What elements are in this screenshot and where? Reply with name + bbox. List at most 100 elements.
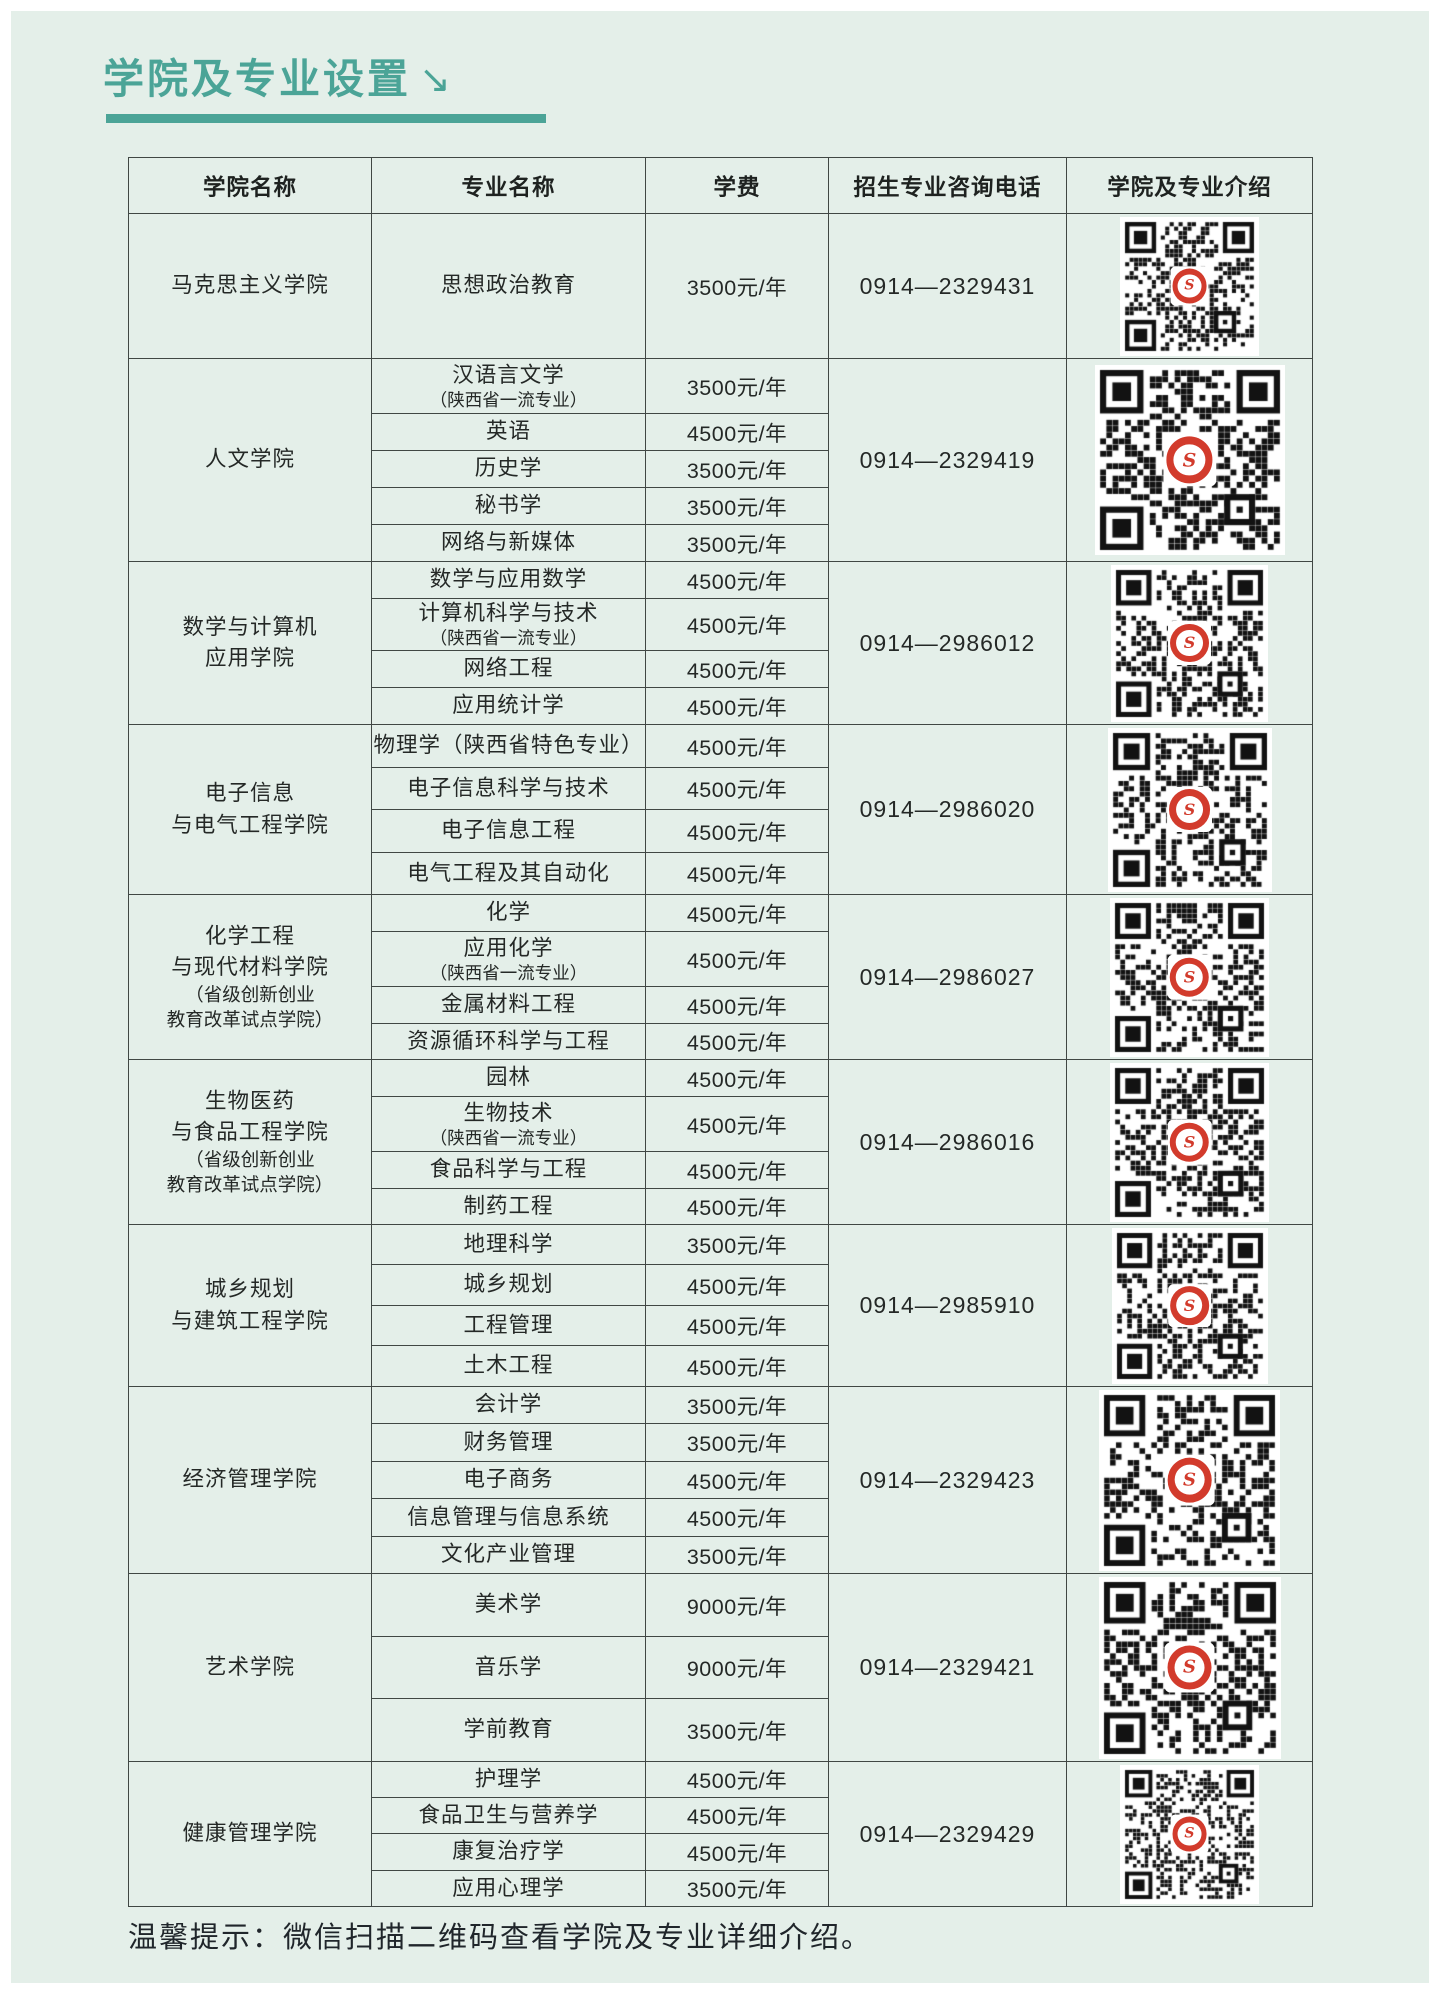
phone-cell: 0914—2329429: [829, 1762, 1067, 1907]
major-name: 生物技术: [463, 1100, 554, 1125]
fee-cell: 4500元/年: [646, 1834, 829, 1871]
southeast-arrow-icon: ↘: [419, 59, 451, 101]
major-cell: 应用心理学: [372, 1871, 646, 1907]
qr-logo-ring: S: [1167, 1645, 1212, 1690]
qr-logo-core: S: [1176, 1292, 1203, 1319]
major-cell: 应用化学 （陕西省一流专业）: [372, 932, 646, 987]
major-name: 数学与应用数学: [429, 567, 588, 592]
college-name-line: 马克思主义学院: [171, 273, 329, 298]
college-cell: 艺术学院: [129, 1574, 372, 1762]
major-name: 地理科学: [463, 1231, 554, 1256]
major-cell: 学前教育: [372, 1699, 646, 1762]
header-row: 学院名称 专业名称 学费 招生专业咨询电话 学院及专业介绍: [129, 158, 1313, 214]
qr-code: S: [1120, 1764, 1259, 1904]
college-name-line: 与食品工程学院: [171, 1120, 329, 1145]
table-row: 马克思主义学院 思想政治教育 3500元/年 0914—2329431 S: [129, 214, 1313, 359]
fee-cell: 4500元/年: [646, 1189, 829, 1225]
major-cell: 食品科学与工程: [372, 1152, 646, 1189]
major-name: 美术学: [474, 1592, 543, 1617]
qr-logo-core: S: [1176, 963, 1203, 991]
college-name-line: 应用学院: [204, 646, 295, 670]
college-note-line: 教育改革试点学院）: [166, 1174, 334, 1196]
qr-code: S: [1107, 727, 1272, 892]
fee-cell: 4500元/年: [646, 562, 829, 599]
college-cell: 生物医药 与食品工程学院 （省级创新创业 教育改革试点学院）: [129, 1060, 372, 1225]
major-cell: 数学与应用数学: [372, 562, 646, 599]
table-row: 电子信息科学与技术 4500元/年: [129, 768, 1313, 810]
major-cell: 财务管理: [372, 1424, 646, 1462]
qr-code: S: [1111, 564, 1268, 722]
table-row: 食品科学与工程 4500元/年: [129, 1152, 1313, 1189]
fee-cell: 4500元/年: [646, 987, 829, 1024]
college-note-line: 教育改革试点学院）: [166, 1009, 334, 1031]
table-row: 电子商务 4500元/年: [129, 1462, 1313, 1499]
major-name: 金属材料工程: [440, 992, 576, 1017]
table-row: 应用心理学 3500元/年: [129, 1871, 1313, 1907]
major-cell: 电子商务: [372, 1462, 646, 1499]
table-row: 金属材料工程 4500元/年: [129, 987, 1313, 1024]
major-name: 网络工程: [463, 656, 554, 681]
qr-logo-core: S: [1176, 629, 1203, 657]
phone-cell: 0914—2329421: [829, 1574, 1067, 1762]
phone-cell: 0914—2986012: [829, 562, 1067, 725]
fee-cell: 4500元/年: [646, 810, 829, 853]
qr-cell: S: [1067, 214, 1313, 359]
qr-cell: S: [1067, 725, 1313, 895]
qr-logo: S: [1166, 786, 1213, 833]
table-row: 电子信息 与电气工程学院 物理学（陕西省特色专业） 4500元/年 0914—29860…: [129, 725, 1313, 895]
major-name: 电子商务: [463, 1467, 554, 1492]
phone-cell: 0914—2986020: [829, 725, 1067, 895]
fee-cell: 4500元/年: [646, 853, 829, 895]
title-underline: [106, 114, 546, 123]
qr-logo-ring: S: [1167, 1457, 1212, 1503]
column-header-intro: 学院及专业介绍: [1067, 158, 1313, 214]
fee-cell: 3500元/年: [646, 214, 829, 359]
fee-cell: 4500元/年: [646, 895, 829, 932]
major-name: 汉语言文学: [452, 362, 565, 387]
phone-cell: 0914—2986016: [829, 1060, 1067, 1225]
programs-table: 学院名称 专业名称 学费 招生专业咨询电话 学院及专业介绍 马克思主义学院 思想政…: [128, 157, 1313, 1907]
major-cell: 康复治疗学: [372, 1834, 646, 1871]
qr-logo-core: S: [1176, 1128, 1203, 1156]
major-name: 康复治疗学: [452, 1839, 565, 1864]
fee-cell: 3500元/年: [646, 1225, 829, 1265]
table-row: 健康管理学院 护理学 4500元/年 0914—2329429 S: [129, 1762, 1313, 1907]
fee-cell: 4500元/年: [646, 768, 829, 810]
column-header-college: 学院名称: [129, 158, 372, 214]
college-name-line: 化学工程: [204, 923, 295, 948]
qr-code: S: [1099, 1389, 1280, 1571]
major-cell: 电气工程及其自动化: [372, 853, 646, 895]
major-name: 历史学: [474, 456, 543, 481]
qr-cell: S: [1067, 1762, 1313, 1907]
qr-code: S: [1111, 1227, 1268, 1384]
fee-cell: 3500元/年: [646, 451, 829, 488]
table-row: 生物医药 与食品工程学院 （省级创新创业 教育改革试点学院） 园林 4500元/年 0914…: [129, 1060, 1313, 1225]
table-row: 土木工程 4500元/年: [129, 1346, 1313, 1387]
qr-logo-ring: S: [1169, 957, 1210, 997]
major-cell: 汉语言文学 （陕西省一流专业）: [372, 359, 646, 414]
major-name: 制药工程: [463, 1193, 554, 1218]
table-row: 制药工程 4500元/年: [129, 1189, 1313, 1225]
major-cell: 物理学（陕西省特色专业）: [372, 725, 646, 768]
college-cell: 人文学院: [129, 359, 372, 562]
major-name: 计算机科学与技术: [418, 601, 599, 626]
college-note-line: （省级创新创业: [185, 984, 315, 1006]
college-name-line: 人文学院: [204, 447, 295, 472]
major-name: 英语: [485, 419, 531, 444]
major-name: 食品卫生与营养学: [418, 1802, 599, 1827]
major-name: 资源循环科学与工程: [407, 1028, 610, 1053]
qr-cell: S: [1067, 562, 1313, 725]
table-row: 化学工程 与现代材料学院 （省级创新创业 教育改革试点学院） 化学 4500元/年 0914…: [129, 895, 1313, 1060]
fee-cell: 4500元/年: [646, 1346, 829, 1387]
table-body: 马克思主义学院 思想政治教育 3500元/年 0914—2329431 S 人文学院 汉语言…: [129, 214, 1313, 1907]
fee-cell: 4500元/年: [646, 651, 829, 688]
fee-cell: 4500元/年: [646, 1798, 829, 1834]
qr-logo: S: [1164, 1454, 1215, 1506]
table-row: 生物技术 （陕西省一流专业） 4500元/年: [129, 1097, 1313, 1152]
major-cell: 会计学: [372, 1387, 646, 1424]
major-name: 化学: [485, 900, 531, 925]
table-row: 工程管理 4500元/年: [129, 1306, 1313, 1346]
table-row: 计算机科学与技术 （陕西省一流专业） 4500元/年: [129, 599, 1313, 651]
major-name: 会计学: [474, 1392, 543, 1417]
